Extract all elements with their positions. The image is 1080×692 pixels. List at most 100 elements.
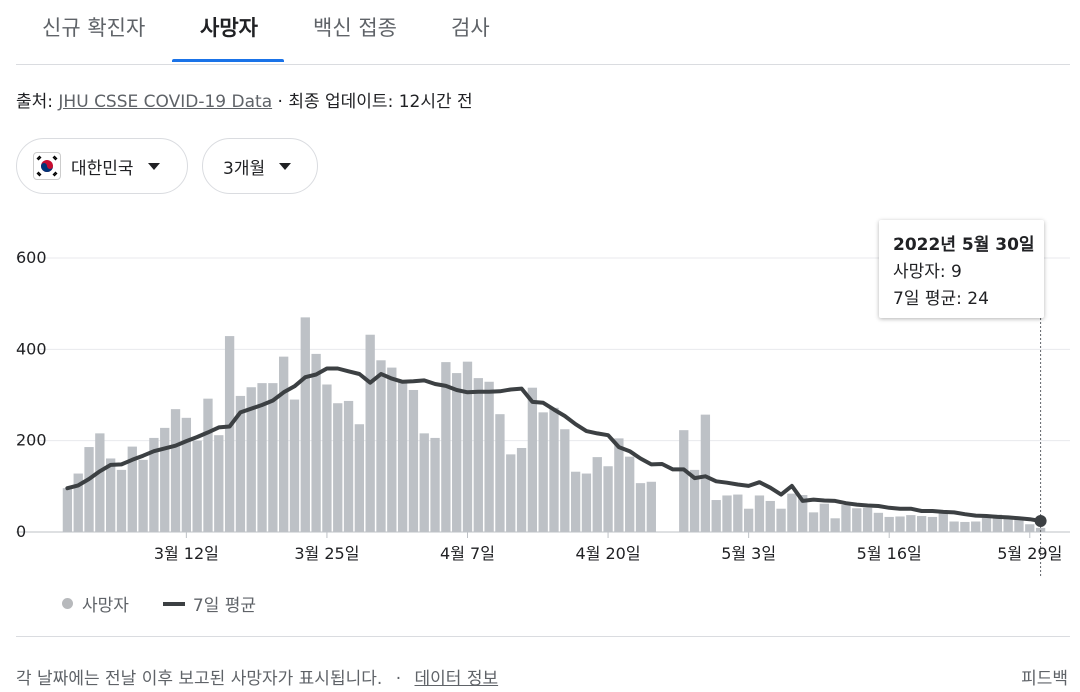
bar xyxy=(581,473,592,532)
south-korea-flag-icon xyxy=(33,152,61,180)
bar xyxy=(116,469,127,532)
bar xyxy=(754,495,765,532)
chart-legend: 사망자 7일 평균 xyxy=(62,591,256,616)
data-info-link[interactable]: 데이터 정보 xyxy=(414,669,499,689)
bar xyxy=(560,429,570,532)
bar xyxy=(895,516,905,532)
bar xyxy=(376,360,386,532)
bar xyxy=(765,500,775,532)
tab-new-cases[interactable]: 신규 확진자 xyxy=(42,16,146,40)
bar xyxy=(62,488,73,532)
bar xyxy=(343,400,354,532)
bar xyxy=(527,387,538,532)
bar xyxy=(224,336,235,532)
source-link[interactable]: JHU CSSE COVID-19 Data xyxy=(58,92,273,112)
bar xyxy=(592,457,602,532)
source-line: 출처: JHU CSSE COVID-19 Data · 최종 업데이트: 12… xyxy=(16,87,473,112)
bar xyxy=(246,387,256,532)
y-tick-label: 600 xyxy=(16,248,47,267)
x-tick-label: 5월 3일 xyxy=(721,544,776,563)
tab-vaccinations[interactable]: 백신 접종 xyxy=(313,16,397,40)
bar xyxy=(981,517,992,532)
bar xyxy=(473,378,483,532)
bar xyxy=(452,373,462,532)
bar xyxy=(419,433,429,532)
chevron-down-icon xyxy=(279,162,292,170)
bar xyxy=(787,493,797,532)
bar xyxy=(960,521,970,532)
x-tick-label: 5월 16일 xyxy=(857,544,922,563)
bar xyxy=(916,516,927,532)
tab-bar: 신규 확진자 사망자 백신 접종 검사 xyxy=(16,0,1070,65)
bar xyxy=(441,362,451,532)
average-line xyxy=(65,366,1043,523)
bar xyxy=(387,367,397,532)
bar xyxy=(430,437,440,532)
y-tick-label: 200 xyxy=(16,431,47,450)
tab-tests[interactable]: 검사 xyxy=(451,16,490,40)
chevron-down-icon xyxy=(147,162,160,170)
tooltip-average: 7일 평균: 24 xyxy=(893,289,989,309)
chart-tooltip: 2022년 5월 30일 사망자: 9 7일 평균: 24 xyxy=(879,220,1044,318)
bar xyxy=(149,437,159,532)
bar xyxy=(549,407,559,532)
bar xyxy=(711,500,721,532)
bar xyxy=(333,403,343,532)
x-tick-label: 4월 20일 xyxy=(576,544,641,563)
bar xyxy=(279,356,289,532)
bar xyxy=(570,471,581,532)
bar xyxy=(700,414,711,532)
bar xyxy=(397,379,408,532)
y-tick-label: 400 xyxy=(16,339,47,358)
period-select[interactable]: 3개월 xyxy=(202,138,318,194)
active-tab-indicator xyxy=(172,59,284,62)
bar xyxy=(1035,527,1046,532)
x-tick-label: 5월 29일 xyxy=(997,544,1062,563)
bar xyxy=(170,409,181,532)
bar xyxy=(689,469,700,532)
divider xyxy=(16,636,1070,637)
bar xyxy=(927,516,938,532)
bar xyxy=(203,398,213,532)
legend-bar-swatch xyxy=(62,598,73,609)
period-label: 3개월 xyxy=(223,158,266,179)
bar xyxy=(408,389,419,532)
tab-deaths[interactable]: 사망자 xyxy=(200,16,258,40)
legend-line-swatch xyxy=(162,601,185,606)
x-tick-label: 3월 12일 xyxy=(154,544,219,563)
bar xyxy=(268,383,278,532)
bar xyxy=(106,458,116,532)
bar xyxy=(1025,524,1035,532)
bar xyxy=(138,459,148,532)
y-tick-label: 0 xyxy=(16,522,26,541)
footer-note-text: 각 날짜에는 전날 이후 보고된 사망자가 표시됩니다. xyxy=(16,669,383,689)
bar xyxy=(181,417,192,532)
bar xyxy=(516,447,527,532)
country-label: 대한민국 xyxy=(71,158,134,179)
footer-separator: · xyxy=(395,669,402,689)
bar xyxy=(733,494,743,532)
bar xyxy=(322,384,332,532)
bar xyxy=(938,511,948,532)
bar xyxy=(1014,518,1024,532)
bar xyxy=(722,495,732,532)
bar xyxy=(95,433,105,532)
tooltip-deaths: 사망자: 9 xyxy=(893,262,962,282)
country-select[interactable]: 대한민국 xyxy=(16,138,188,194)
bar xyxy=(798,495,808,532)
x-tick-label: 3월 25일 xyxy=(294,544,359,563)
bar xyxy=(971,521,981,532)
bar xyxy=(214,435,224,532)
source-prefix: 출처: xyxy=(16,92,54,112)
bar xyxy=(127,446,137,532)
bar xyxy=(614,438,624,532)
update-info: · 최종 업데이트: 12시간 전 xyxy=(277,92,473,112)
bar xyxy=(160,427,170,532)
bar xyxy=(538,412,548,532)
bar xyxy=(884,516,894,532)
deaths-chart[interactable]: 0 200 400 600 3월 12일 3월 25일 4월 7일 4월 20일 5월 3일 5월… xyxy=(0,0,1080,600)
bar xyxy=(830,518,840,532)
bar xyxy=(646,481,656,532)
feedback-link[interactable]: 피드백 xyxy=(1021,669,1068,689)
hover-point xyxy=(1034,515,1047,528)
